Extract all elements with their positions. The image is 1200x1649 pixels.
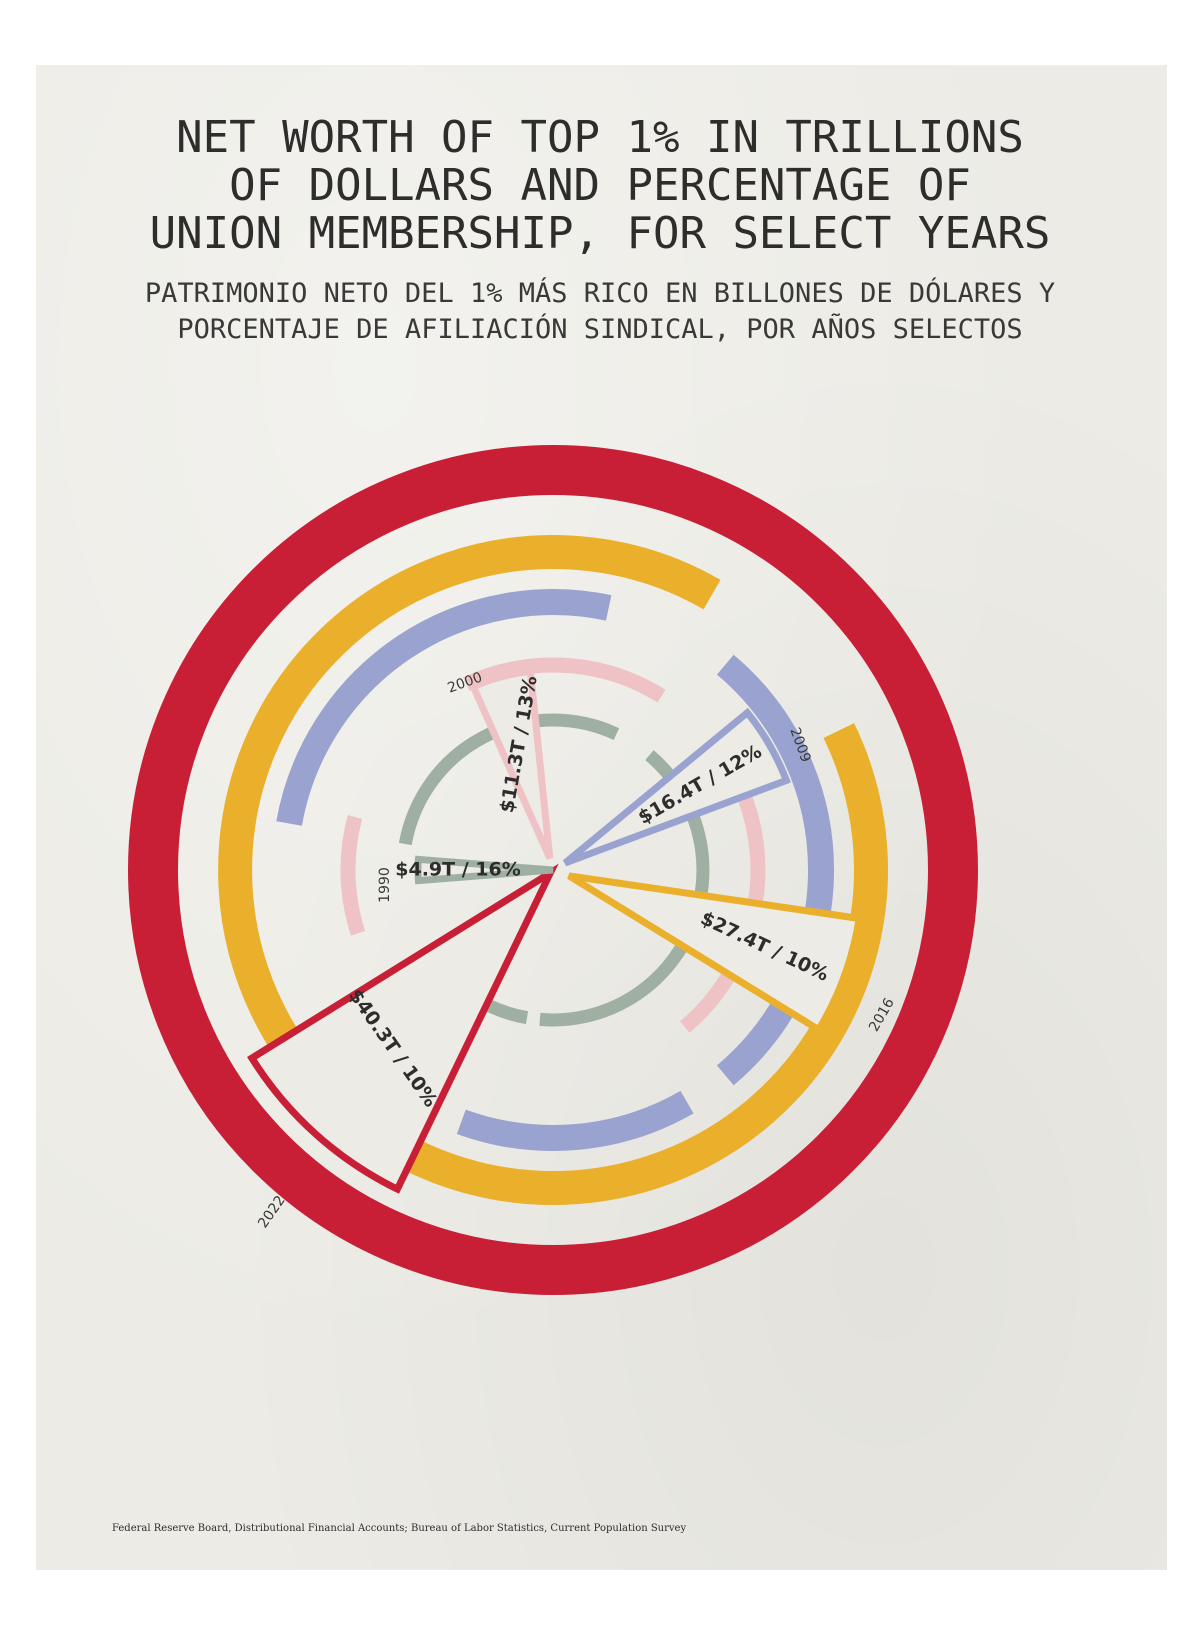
wedge-2016 [567, 872, 864, 1035]
poster-background [36, 65, 1167, 1570]
wedge-1990 [414, 855, 554, 885]
wedge-2000 [468, 667, 554, 860]
ring-2000-arc-1 [463, 657, 666, 703]
ring-2009-arc-2 [456, 1090, 694, 1151]
year-label-2022: 2022 [255, 1193, 289, 1231]
wedge-2022 [247, 863, 559, 1194]
chart-subtitle-line-1: PATRIMONIO NETO DEL 1% MÁS RICO EN BILLO… [144, 278, 1056, 309]
chart-title-line-2: OF DOLLARS AND PERCENTAGE OF [229, 160, 971, 211]
source-note: Federal Reserve Board, Distributional Fi… [112, 1523, 687, 1534]
ring-2016-arc-1 [395, 723, 888, 1205]
ring-1990-arc-0 [398, 713, 620, 846]
ring-2009-arc-1 [716, 654, 834, 1086]
ring-1990-arc-2 [486, 999, 529, 1025]
ring-2009-arc-0 [276, 589, 612, 826]
chart-title-line-1: NET WORTH OF TOP 1% IN TRILLIONS [176, 112, 1024, 163]
ring-2000-arc-0 [340, 814, 366, 936]
wedge-label-1990: $4.9T / 16% [395, 859, 521, 881]
chart-title-line-3: UNION MEMBERSHIP, FOR SELECT YEARS [149, 208, 1051, 259]
year-label-1990: 1990 [377, 867, 393, 903]
chart-subtitle-line-2: PORCENTAJE DE AFILIACIÓN SINDICAL, POR A… [177, 314, 1023, 345]
ring-2022 [128, 445, 978, 1295]
wedge-2009 [562, 707, 791, 867]
